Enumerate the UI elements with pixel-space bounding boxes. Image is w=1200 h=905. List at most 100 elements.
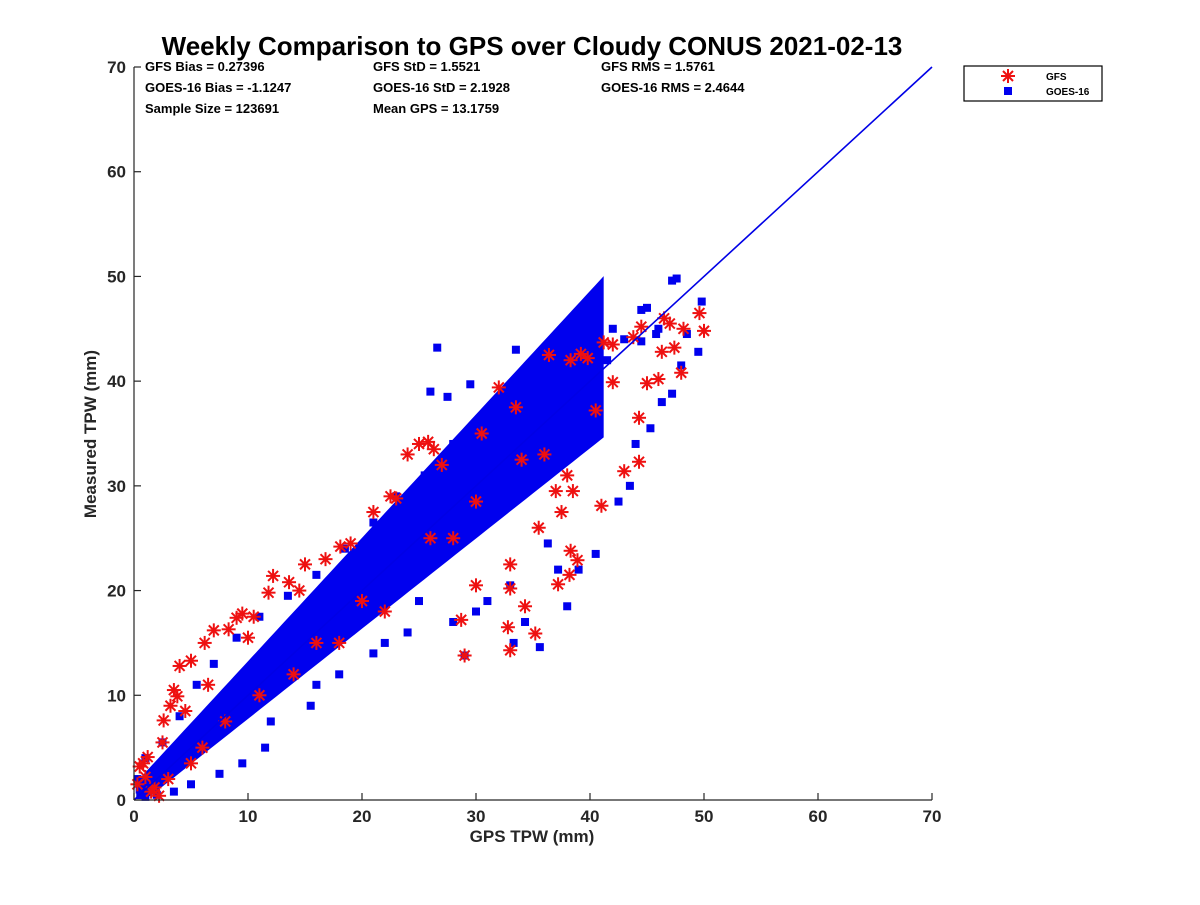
gfs-point — [377, 604, 392, 619]
gfs-point — [667, 340, 682, 355]
gfs-point — [565, 484, 580, 499]
gfs-point — [343, 536, 358, 551]
goes16-point — [312, 680, 321, 689]
gfs-point — [446, 531, 461, 546]
goes16-point — [643, 303, 651, 312]
gfs-point — [503, 643, 518, 658]
goes16-point — [209, 659, 218, 668]
gfs-point — [548, 484, 563, 499]
legend: GFS GOES-16 — [963, 65, 1103, 102]
goes16-point — [433, 343, 442, 352]
gfs-point — [605, 337, 620, 352]
gfs-point — [252, 688, 267, 703]
stat-goes-std: GOES-16 StD = 2.1928 — [373, 80, 510, 95]
gfs-point — [563, 353, 578, 368]
x-tick-label: 10 — [239, 807, 258, 826]
gfs-point — [580, 351, 595, 366]
goes16-point — [175, 712, 184, 721]
goes16-point — [652, 330, 661, 339]
goes16-point — [694, 347, 703, 356]
gfs-point — [514, 452, 529, 467]
gfs-point — [400, 447, 415, 462]
goes16-point — [568, 345, 577, 354]
goes16-point — [586, 371, 594, 380]
goes16-density-region — [136, 276, 604, 799]
gfs-point — [292, 583, 307, 598]
gfs-point — [298, 557, 312, 572]
gfs-point — [554, 505, 569, 520]
gfs-point — [266, 568, 281, 583]
goes16-point — [187, 780, 195, 789]
goes16-point — [654, 324, 663, 333]
goes16-point — [591, 549, 600, 558]
goes16-point — [449, 617, 458, 626]
goes16-point — [261, 743, 270, 752]
stat-sample-size: Sample Size = 123691 — [145, 101, 279, 116]
x-ticks: 0 10 20 30 40 50 60 70 — [129, 793, 941, 826]
goes16-point — [215, 769, 224, 778]
x-tick-label: 30 — [467, 807, 486, 826]
gfs-point — [531, 520, 546, 535]
gfs-point — [163, 698, 178, 713]
y-tick-label: 0 — [117, 791, 126, 810]
stat-goes-rms: GOES-16 RMS = 2.4644 — [601, 80, 745, 95]
legend-box — [963, 65, 1103, 102]
chart-title: Weekly Comparison to GPS over Cloudy CON… — [162, 31, 903, 61]
gfs-point — [155, 735, 170, 750]
goes16-point — [509, 638, 518, 647]
gfs-point — [469, 494, 483, 509]
gfs-point — [434, 457, 449, 472]
gfs-point — [184, 653, 198, 668]
goes16-point — [426, 387, 435, 396]
goes16-point — [677, 361, 686, 370]
gfs-point — [563, 543, 578, 558]
goes16-point — [483, 597, 492, 606]
goes16-point — [637, 337, 646, 346]
goes16-point — [238, 759, 247, 768]
goes16-point — [697, 297, 706, 306]
goes16-point — [523, 371, 532, 380]
gfs-point — [632, 410, 647, 425]
gfs-point — [170, 689, 185, 704]
goes16-point — [574, 565, 583, 574]
x-tick-label: 20 — [353, 807, 372, 826]
gfs-point — [235, 606, 250, 621]
gfs-point — [138, 769, 153, 784]
goes16-point — [631, 439, 640, 448]
y-tick-label: 20 — [107, 582, 126, 601]
gfs-point — [197, 635, 212, 650]
legend-gfs-label: GFS — [1046, 72, 1067, 83]
gfs-point — [570, 553, 585, 568]
gfs-points-layer — [130, 306, 711, 803]
gfs-point — [355, 594, 369, 609]
y-tick-label: 40 — [107, 372, 126, 391]
goes16-point — [443, 392, 452, 401]
gfs-point — [596, 335, 611, 350]
gfs-point — [318, 552, 333, 567]
x-tick-label: 40 — [581, 807, 600, 826]
gfs-point — [140, 750, 155, 765]
goes16-point — [283, 591, 292, 600]
gfs-point — [560, 468, 575, 483]
gfs-point — [491, 380, 506, 395]
gfs-point — [147, 780, 162, 795]
plot-area — [130, 66, 933, 803]
goes16-point — [511, 345, 520, 354]
gfs-point — [201, 677, 216, 692]
gfs-point — [654, 344, 669, 359]
goes16-point — [135, 785, 144, 794]
goes16-point — [546, 361, 555, 370]
gfs-point — [454, 612, 469, 627]
goes16-point — [657, 398, 666, 407]
x-tick-label: 0 — [129, 807, 138, 826]
goes16-point — [535, 643, 544, 652]
gfs-point — [156, 713, 171, 728]
gfs-point — [662, 316, 677, 331]
goes16-point — [521, 617, 530, 626]
y-axis-label: Measured TPW (mm) — [81, 350, 100, 518]
gfs-point — [261, 585, 276, 600]
goes16-point — [672, 274, 681, 283]
x-tick-label: 50 — [695, 807, 714, 826]
